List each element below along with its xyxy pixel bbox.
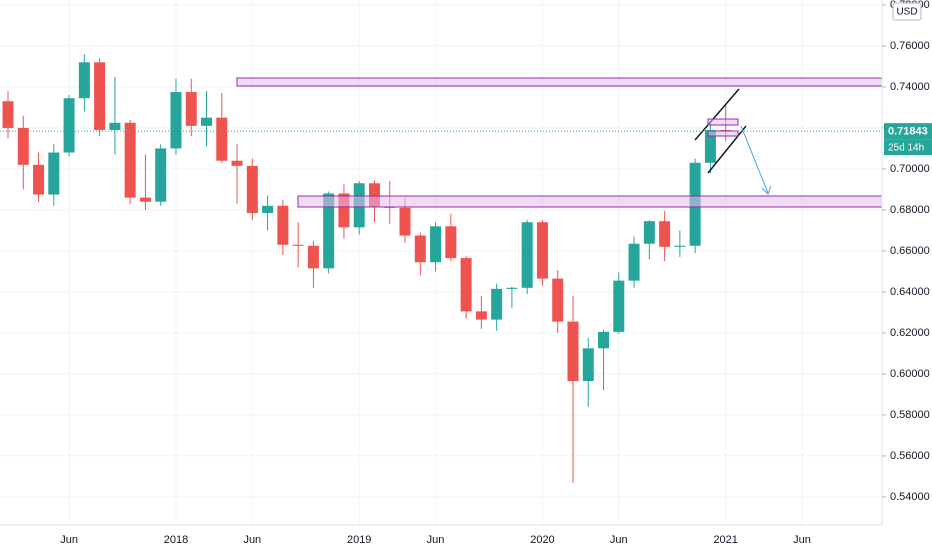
x-tick-label: 2018 [164, 534, 188, 546]
channel-line [707, 125, 747, 174]
projection-arrow [740, 125, 769, 194]
x-tick-label: Jun [243, 534, 261, 546]
y-tick-label: 0.64000 [890, 286, 930, 298]
candle-body [48, 152, 60, 195]
candle-body [445, 226, 457, 259]
x-tick-label: Jun [610, 534, 628, 546]
y-tick-label: 0.60000 [890, 368, 930, 380]
candle-body [582, 348, 594, 382]
grid [0, 0, 882, 525]
y-tick-label: 0.66000 [890, 245, 930, 257]
candle-body [491, 288, 503, 320]
y-tick-label: 0.62000 [890, 327, 930, 339]
countdown-box [884, 139, 932, 156]
y-tick-label: 0.76000 [890, 40, 930, 52]
currency: USD [896, 7, 917, 18]
x-tick-label: Jun [60, 534, 78, 546]
candle-body [567, 321, 579, 382]
candle-body [552, 278, 564, 322]
y-tick-label: 0.58000 [890, 409, 930, 421]
y-tick-label: 0.56000 [890, 450, 930, 462]
candle-body [460, 258, 472, 312]
candle-body [277, 205, 289, 245]
candle-body [323, 193, 335, 269]
resistance-zone [236, 77, 883, 87]
last-price-box [884, 123, 932, 140]
candle-body [521, 222, 533, 288]
candle-body [78, 62, 90, 99]
candle-body [216, 117, 228, 161]
candle-body [506, 287, 518, 289]
candle-body [231, 160, 243, 166]
candle-body [643, 221, 655, 244]
candle-body [170, 92, 182, 149]
candle-body [17, 127, 29, 165]
candle-body [139, 197, 151, 202]
candle-body [536, 222, 548, 279]
y-tick-label: 0.54000 [890, 491, 930, 503]
candle-body [598, 331, 610, 349]
y-tick-label: 0.74000 [890, 81, 930, 93]
candles [2, 54, 732, 483]
x-tick-label: 2020 [530, 534, 554, 546]
candle-body [246, 165, 258, 213]
support-zone [297, 195, 883, 208]
candle-body [33, 164, 45, 195]
arrow-head [761, 185, 772, 195]
last-price-label: 0.71843 [888, 126, 928, 138]
candle-body [475, 311, 487, 320]
candle-body [659, 221, 671, 247]
candle-body [613, 280, 625, 332]
candle-body [368, 183, 380, 207]
countdown-label: 25d 14h [888, 142, 924, 153]
candle-body [155, 148, 167, 202]
y-tick-label: 0.70000 [890, 163, 930, 175]
currency-box [892, 2, 922, 21]
candle-body [430, 226, 442, 263]
flag-box [707, 130, 739, 137]
candle-body [124, 122, 136, 198]
flag-box [707, 118, 739, 126]
candle-body [201, 117, 213, 126]
candle-body [109, 122, 121, 130]
x-tick-label: Jun [427, 534, 445, 546]
candle-body [63, 98, 75, 153]
x-tick-label: 2019 [347, 534, 371, 546]
x-tick-label: Jun [793, 534, 811, 546]
y-tick-label: 0.68000 [890, 204, 930, 216]
candle-body [399, 207, 411, 236]
candle-body [185, 92, 197, 126]
x-tick-label: 2021 [713, 534, 737, 546]
candle-body [414, 235, 426, 263]
candle-body [292, 244, 304, 246]
candle-body [307, 245, 319, 269]
candle-body [2, 101, 14, 128]
candle-body [674, 245, 686, 247]
candle-body [704, 129, 716, 163]
candle-body [94, 62, 106, 130]
candle-body [628, 243, 640, 281]
candle-body [262, 205, 274, 213]
candle-body [338, 193, 350, 228]
